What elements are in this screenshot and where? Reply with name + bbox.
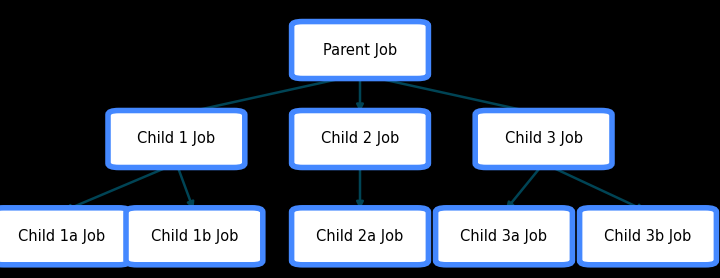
FancyBboxPatch shape (580, 208, 716, 265)
Text: Child 2 Job: Child 2 Job (321, 131, 399, 147)
Text: Child 1a Job: Child 1a Job (17, 229, 105, 244)
FancyBboxPatch shape (0, 208, 130, 265)
Text: Child 1b Job: Child 1b Job (150, 229, 238, 244)
FancyBboxPatch shape (436, 208, 572, 265)
FancyBboxPatch shape (292, 111, 428, 167)
FancyBboxPatch shape (475, 111, 612, 167)
FancyBboxPatch shape (292, 22, 428, 79)
Text: Parent Job: Parent Job (323, 43, 397, 58)
Text: Child 1 Job: Child 1 Job (138, 131, 215, 147)
Text: Child 3a Job: Child 3a Job (461, 229, 547, 244)
Text: Child 3 Job: Child 3 Job (505, 131, 582, 147)
Text: Child 2a Job: Child 2a Job (316, 229, 404, 244)
FancyBboxPatch shape (126, 208, 263, 265)
FancyBboxPatch shape (108, 111, 245, 167)
Text: Child 3b Job: Child 3b Job (604, 229, 692, 244)
FancyBboxPatch shape (292, 208, 428, 265)
